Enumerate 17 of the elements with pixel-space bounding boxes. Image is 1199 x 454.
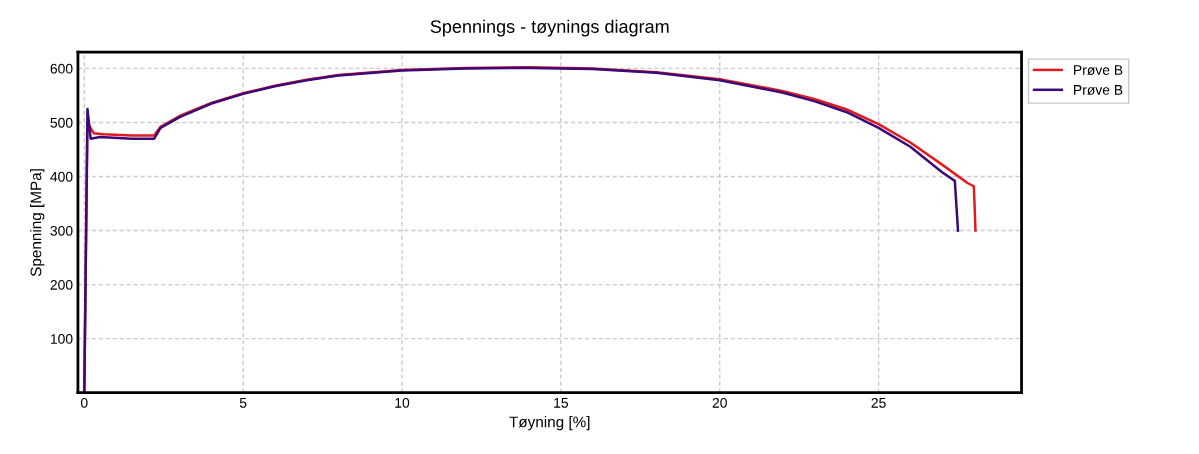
y-tick-label: 300 xyxy=(50,225,73,236)
x-tick-label: 20 xyxy=(712,397,727,408)
legend-label: Prøve B xyxy=(1074,65,1123,76)
x-tick-label: 15 xyxy=(554,398,568,408)
y-tick-label: 400 xyxy=(50,171,73,182)
x-tick-label: 0 xyxy=(80,397,88,408)
x-tick-label: 5 xyxy=(239,398,247,408)
x-tick-label: 25 xyxy=(871,397,886,408)
x-axis-title: Tøyning [%] xyxy=(509,416,590,431)
y-axis-title: Spenning [MPa] xyxy=(30,169,45,277)
y-tick-label: 500 xyxy=(50,117,73,128)
x-tick-label: 10 xyxy=(395,397,410,408)
chart-title: Spennings - tøynings diagram xyxy=(430,19,669,37)
y-tick-label: 600 xyxy=(50,63,73,74)
y-tick-label: 200 xyxy=(50,279,73,290)
y-tick-label: 100 xyxy=(50,334,73,344)
legend-label: Prøve B xyxy=(1074,85,1123,95)
